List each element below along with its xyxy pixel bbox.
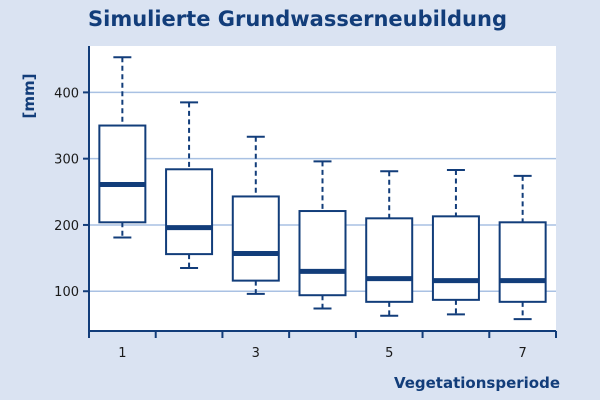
box-5 (365, 170, 414, 317)
y-tick-label-100: 100 (54, 285, 79, 300)
axis-layer: 100 200 300 400 1 3 5 7 (54, 46, 557, 361)
x-tick-label-1: 1 (118, 346, 126, 361)
box-rect-6 (431, 215, 480, 301)
y-tick-label-300: 300 (54, 153, 79, 168)
box-3 (231, 135, 280, 295)
box-6 (431, 168, 480, 316)
box-rect-2 (165, 168, 214, 256)
box-2 (165, 101, 214, 270)
y-tick-label-400: 400 (54, 86, 79, 101)
x-tick-label-3: 3 (252, 346, 260, 361)
box-4 (298, 160, 347, 310)
x-tick-label-7: 7 (519, 346, 527, 361)
y-tick-label-200: 200 (54, 219, 79, 234)
box-rect-3 (231, 195, 280, 282)
x-axis-label: Vegetationsperiode (394, 374, 560, 392)
box-rect-7 (498, 221, 547, 303)
box-rect-4 (298, 210, 347, 297)
x-tick-label-5: 5 (385, 346, 393, 361)
box-rect-5 (365, 217, 414, 303)
box-layer (98, 56, 547, 321)
box-rect-1 (98, 124, 147, 224)
box-7 (498, 174, 547, 321)
chart-title: Simulierte Grundwasserneubildung (88, 7, 507, 31)
box-1 (98, 56, 147, 239)
y-axis-label: [mm] (20, 74, 38, 119)
